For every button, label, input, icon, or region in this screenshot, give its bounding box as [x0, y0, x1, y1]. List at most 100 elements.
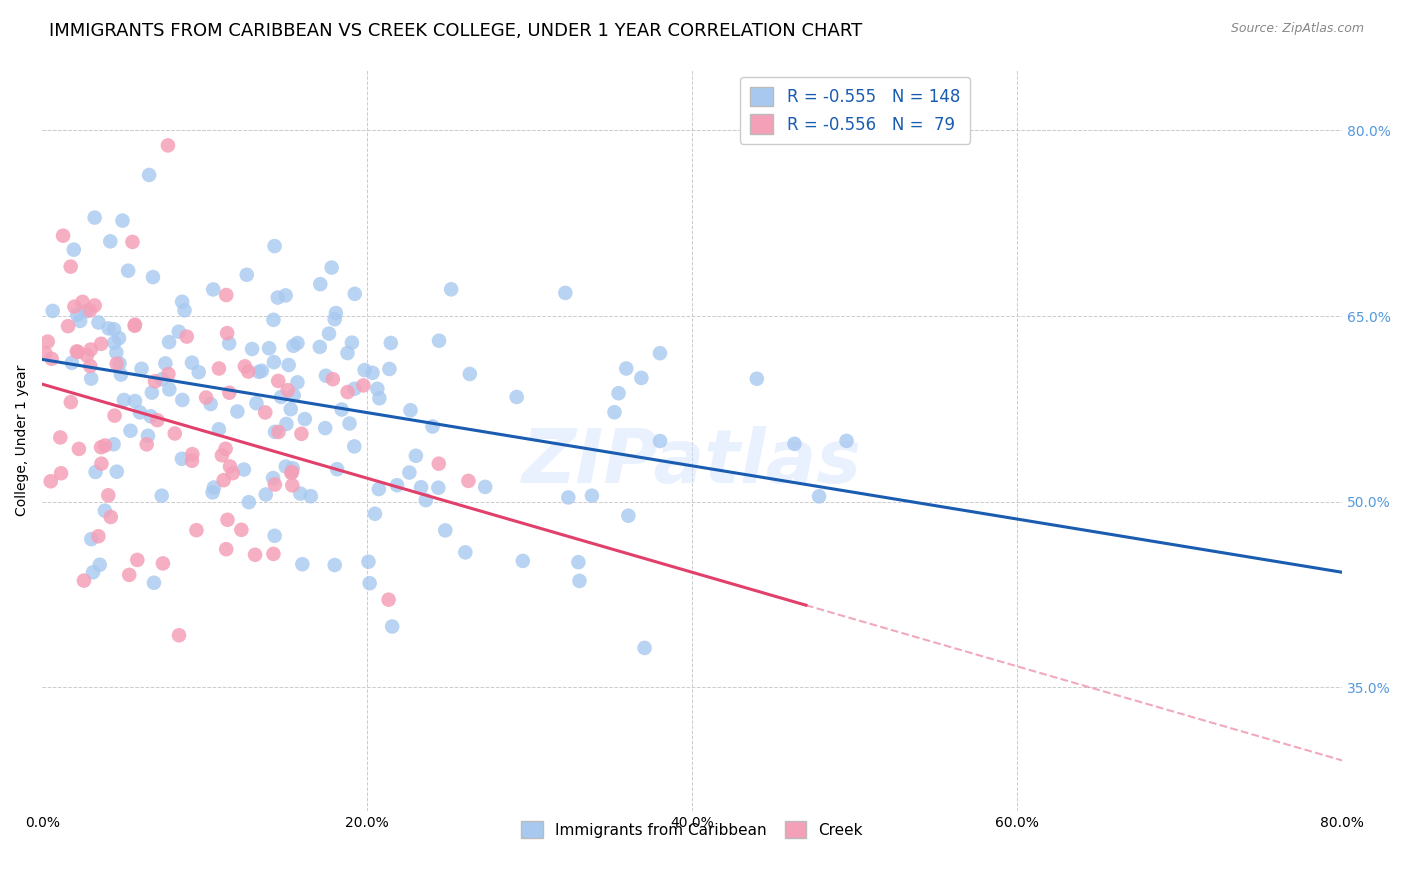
- Point: [87, 529, 110, 543]
- Point: [238, 495, 260, 509]
- Point: [138, 168, 160, 182]
- Y-axis label: College, Under 1 year: College, Under 1 year: [15, 364, 30, 516]
- Point: [181, 447, 204, 461]
- Point: [339, 417, 361, 431]
- Point: [617, 508, 640, 523]
- Point: [603, 405, 626, 419]
- Point: [127, 553, 149, 567]
- Point: [434, 524, 457, 538]
- Point: [264, 425, 287, 439]
- Point: [232, 462, 254, 476]
- Point: [103, 437, 125, 451]
- Point: [454, 545, 477, 559]
- Point: [157, 335, 180, 350]
- Point: [212, 473, 235, 487]
- Point: [405, 449, 427, 463]
- Point: [366, 382, 388, 396]
- Point: [105, 357, 128, 371]
- Point: [567, 555, 589, 569]
- Point: [59, 260, 82, 274]
- Point: [34, 346, 56, 360]
- Point: [39, 475, 62, 489]
- Point: [321, 260, 343, 275]
- Point: [554, 285, 576, 300]
- Point: [409, 480, 432, 494]
- Point: [427, 334, 450, 348]
- Point: [217, 513, 239, 527]
- Point: [633, 640, 655, 655]
- Point: [181, 454, 204, 468]
- Point: [309, 277, 332, 292]
- Point: [82, 566, 104, 580]
- Point: [121, 235, 143, 249]
- Point: [69, 314, 91, 328]
- Point: [80, 343, 103, 357]
- Point: [458, 367, 481, 381]
- Point: [440, 282, 463, 296]
- Point: [62, 243, 84, 257]
- Point: [235, 268, 257, 282]
- Point: [217, 326, 239, 340]
- Point: [186, 523, 208, 537]
- Point: [277, 383, 299, 397]
- Point: [202, 481, 225, 495]
- Point: [336, 385, 359, 400]
- Point: [254, 487, 277, 501]
- Point: [202, 282, 225, 296]
- Point: [287, 336, 309, 351]
- Point: [343, 286, 366, 301]
- Point: [648, 434, 671, 448]
- Point: [231, 523, 253, 537]
- Point: [277, 358, 299, 372]
- Point: [103, 335, 125, 350]
- Point: [76, 348, 98, 362]
- Point: [257, 341, 280, 355]
- Point: [108, 331, 131, 345]
- Point: [568, 574, 591, 588]
- Point: [75, 304, 97, 318]
- Point: [49, 467, 72, 481]
- Point: [110, 368, 132, 382]
- Point: [783, 437, 806, 451]
- Point: [103, 322, 125, 336]
- Point: [94, 504, 117, 518]
- Point: [314, 421, 336, 435]
- Point: [104, 409, 127, 423]
- Point: [222, 466, 245, 480]
- Point: [262, 471, 284, 485]
- Point: [181, 356, 204, 370]
- Point: [359, 576, 381, 591]
- Point: [84, 465, 107, 479]
- Point: [474, 480, 496, 494]
- Point: [291, 558, 314, 572]
- Point: [281, 478, 304, 492]
- Point: [290, 486, 312, 500]
- Point: [614, 361, 637, 376]
- Point: [512, 554, 534, 568]
- Point: [60, 356, 83, 370]
- Point: [243, 548, 266, 562]
- Point: [218, 336, 240, 351]
- Point: [427, 481, 450, 495]
- Point: [276, 417, 298, 431]
- Point: [294, 412, 316, 426]
- Point: [152, 557, 174, 571]
- Point: [139, 409, 162, 424]
- Point: [90, 457, 112, 471]
- Point: [381, 619, 404, 633]
- Point: [163, 426, 186, 441]
- Point: [73, 574, 96, 588]
- Point: [176, 329, 198, 343]
- Point: [83, 298, 105, 312]
- Point: [215, 288, 238, 302]
- Point: [156, 138, 179, 153]
- Point: [105, 345, 128, 359]
- Point: [299, 489, 322, 503]
- Point: [142, 270, 165, 285]
- Point: [263, 355, 285, 369]
- Point: [281, 461, 304, 475]
- Point: [263, 529, 285, 543]
- Point: [323, 312, 346, 326]
- Point: [136, 429, 159, 443]
- Point: [267, 291, 290, 305]
